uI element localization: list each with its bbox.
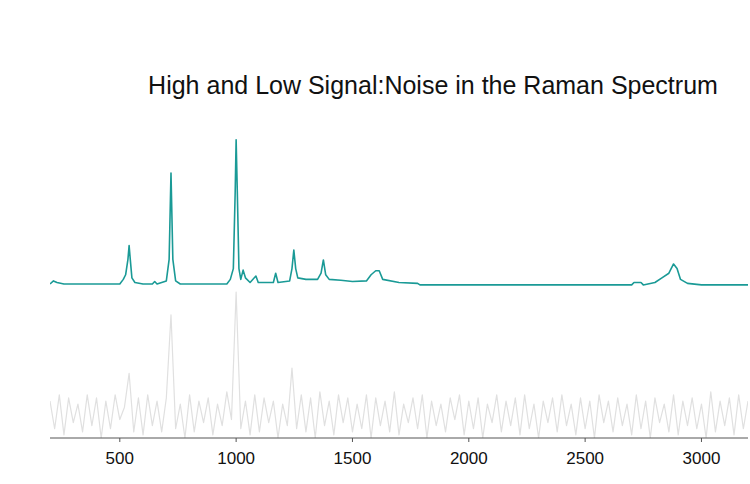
x-tick	[352, 438, 353, 442]
x-tick	[236, 438, 237, 442]
x-tick-label: 1500	[334, 449, 372, 468]
x-tick	[119, 438, 120, 442]
x-tick-label: 500	[106, 449, 134, 468]
x-tick-label: 1000	[217, 449, 255, 468]
x-tick-label: 2000	[450, 449, 488, 468]
chart: High and Low Signal:Noise in the Raman S…	[0, 0, 750, 484]
x-tick	[701, 438, 702, 442]
x-axis	[50, 438, 748, 439]
x-tick-label: 2500	[566, 449, 604, 468]
x-tick	[585, 438, 586, 442]
spectrum-line	[50, 292, 748, 438]
x-tick-label: 3000	[683, 449, 721, 468]
x-tick	[468, 438, 469, 442]
spectrum-line	[50, 140, 748, 285]
plot-area	[50, 140, 748, 438]
title: High and Low Signal:Noise in the Raman S…	[148, 71, 718, 99]
